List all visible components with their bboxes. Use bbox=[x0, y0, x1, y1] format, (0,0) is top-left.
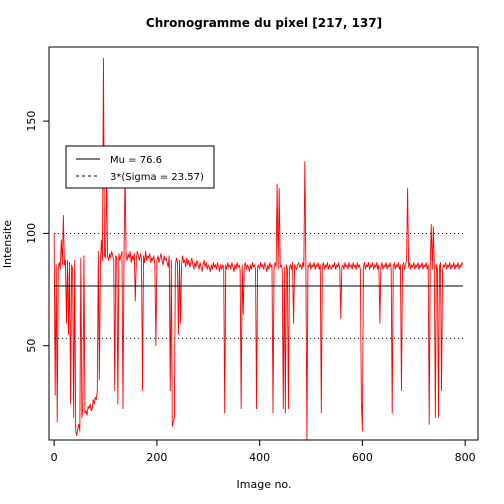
plot-frame bbox=[48, 46, 479, 441]
series-line-0 bbox=[53, 57, 464, 441]
y-axis-label: Intensite bbox=[1, 220, 14, 268]
x-tick-label: 400 bbox=[249, 451, 270, 464]
x-tick-label: 200 bbox=[146, 451, 167, 464]
x-tick-label: 800 bbox=[455, 451, 476, 464]
x-axis-label: Image no. bbox=[237, 478, 292, 491]
legend-box bbox=[65, 145, 215, 189]
legend-label-sigma: 3*(Sigma = 23.57) bbox=[110, 172, 204, 183]
x-tick-label: 600 bbox=[352, 451, 373, 464]
x-axis: 0 200 400 600 800 bbox=[51, 440, 476, 464]
legend: Mu = 76.6 3*(Sigma = 23.57) bbox=[65, 145, 215, 189]
reference-lines bbox=[54, 233, 464, 339]
x-tick-label: 0 bbox=[51, 451, 58, 464]
legend-label-mu: Mu = 76.6 bbox=[110, 155, 162, 166]
y-tick-label: 50 bbox=[25, 339, 38, 353]
series-layer bbox=[53, 57, 464, 441]
chart-title: Chronogramme du pixel [217, 137] bbox=[146, 16, 382, 30]
y-tick-label: 150 bbox=[25, 111, 38, 132]
y-axis: 50 100 150 bbox=[25, 111, 49, 353]
y-tick-label: 100 bbox=[25, 223, 38, 244]
